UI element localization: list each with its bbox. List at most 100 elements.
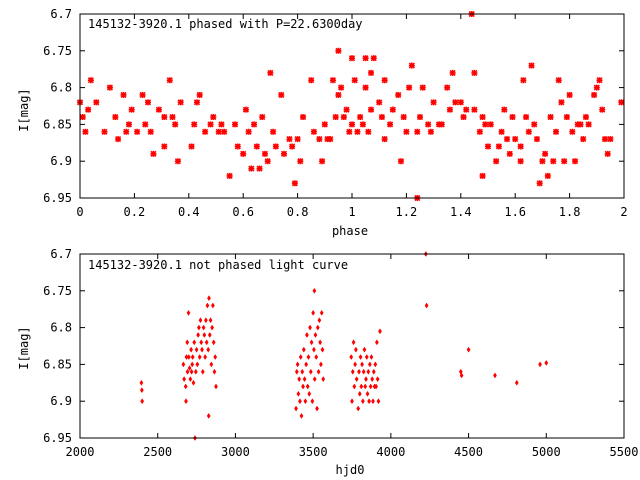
data-point [604,150,611,157]
data-point [352,383,357,390]
data-points [76,10,625,202]
data-point [591,91,598,99]
data-point [351,339,356,346]
data-point [87,77,94,84]
data-point [408,62,415,69]
plot-frame [79,253,625,439]
data-point [314,354,319,361]
data-point [329,77,337,84]
data-point [375,376,380,383]
data-point [343,106,350,113]
data-point [335,91,342,99]
data-point [517,158,524,165]
data-point [177,99,184,106]
data-point [400,113,407,121]
data-point [360,361,364,368]
data-point [427,128,434,135]
data-point [353,361,358,368]
data-point [199,339,204,346]
data-point [166,77,173,84]
chart-title: 145132-3920.1 phased with P=22.6300day [88,17,363,31]
data-point [514,379,519,386]
data-point [359,383,364,390]
data-point [370,376,375,383]
x-tick-label: 5500 [610,445,639,459]
data-point [193,368,198,375]
data-point [189,368,194,375]
data-point [406,84,413,91]
data-point [531,121,538,128]
data-point [476,128,483,135]
data-point [381,77,388,84]
data-point [335,47,342,54]
data-point [209,361,214,368]
data-point [313,331,318,338]
data-point [580,136,587,143]
y-tick-label: 6.95 [43,431,72,445]
data-point [585,121,592,128]
data-point [356,405,361,412]
data-point [371,398,375,405]
x-tick-label: 1.8 [559,205,581,219]
x-tick-label: 1.6 [504,205,526,219]
data-point [120,91,127,99]
x-tick-label: 3000 [221,445,250,459]
data-point [308,324,312,331]
data-point [161,113,168,121]
data-point [264,158,271,165]
data-point [361,368,366,375]
data-point [349,354,354,361]
x-tick-label: 0.2 [124,205,146,219]
data-point [115,136,122,143]
data-point [571,158,579,165]
data-point [512,136,519,143]
data-point [218,121,225,128]
phased-panel: 145132-3920.1 phased with P=22.6300day p… [17,7,628,238]
x-tick-label: 1.4 [450,205,472,219]
data-point [188,143,195,150]
data-point [542,150,549,157]
data-point [547,113,554,121]
data-point [215,128,222,135]
data-point [248,165,255,172]
x-tick-label: 2 [620,205,627,219]
y-tick-label: 6.75 [43,284,72,298]
data-point [424,302,429,309]
data-point [299,412,304,419]
data-point [368,383,373,390]
data-point [147,128,154,135]
y-tick-label: 6.85 [43,357,72,371]
data-point [555,77,562,84]
data-point [319,361,323,368]
data-point [367,361,372,368]
data-point [308,368,313,375]
data-point [479,113,486,121]
data-point [196,91,203,99]
data-point [291,180,298,187]
data-point [484,143,492,150]
data-point [376,99,383,106]
data-point [259,113,266,121]
data-point [123,128,130,135]
data-point [295,361,300,368]
data-point [208,317,213,324]
data-point [251,121,258,128]
data-point [261,150,269,157]
data-point [310,398,315,405]
data-point [493,158,500,165]
plot-frame [79,13,625,199]
data-point [317,317,322,324]
data-point [307,390,312,397]
data-point [311,309,316,316]
data-point [302,376,307,383]
data-point [306,354,311,361]
data-point [438,121,445,128]
data-point [346,128,353,135]
data-point [139,379,144,386]
data-point [204,317,208,324]
data-point [207,121,214,128]
data-point [181,361,186,368]
data-point [558,99,565,106]
data-point [85,106,92,113]
